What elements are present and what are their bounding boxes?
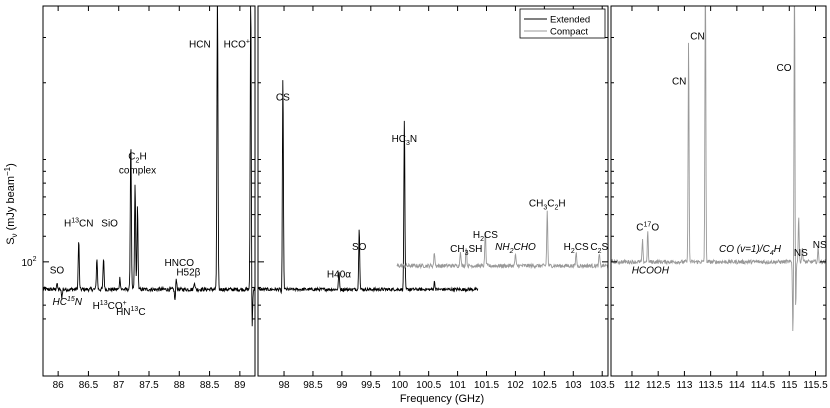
x-tick-label: 88 <box>174 380 186 391</box>
y-tick-label: 102 <box>21 256 36 269</box>
line-label: SO <box>50 266 65 277</box>
x-tick-label: 86 <box>53 380 65 391</box>
line-label: SiO <box>101 218 118 229</box>
line-label: C2S <box>590 242 608 255</box>
line-label: H13CO+ <box>93 300 127 312</box>
line-label: H52β <box>176 268 200 279</box>
line-label: HCN <box>189 39 211 50</box>
x-tick-label: 102 <box>507 380 524 391</box>
x-tick-label: 114.5 <box>751 380 776 391</box>
x-tick-label: 98 <box>278 380 290 391</box>
line-label: SO <box>352 242 367 253</box>
panel-frame <box>42 5 256 377</box>
line-label: NS <box>794 248 808 259</box>
x-tick-label: 103 <box>565 380 582 391</box>
line-label: HN13C <box>116 306 145 318</box>
x-tick-label: 115.5 <box>803 380 828 391</box>
x-tick-label: 101.5 <box>474 380 499 391</box>
line-label: complex <box>119 165 156 176</box>
line-label: CH3C2H <box>529 199 566 212</box>
x-tick-label: 87.5 <box>139 380 159 391</box>
panel-frame <box>257 5 609 377</box>
line-label: C17O <box>636 221 659 233</box>
series-compact <box>611 6 826 332</box>
x-tick-label: 89 <box>234 380 246 391</box>
x-tick-label: 99 <box>336 380 348 391</box>
line-label: HCO+ <box>224 38 250 50</box>
line-label: H13CN <box>64 217 93 229</box>
x-tick-label: 100.5 <box>416 380 441 391</box>
line-label: H2CS <box>564 242 589 255</box>
line-label: HCOOH <box>632 266 670 277</box>
line-label: CN <box>672 77 686 88</box>
legend-label: Extended <box>550 15 590 26</box>
line-label: CH3SH <box>450 244 482 257</box>
line-label: NH2CHO <box>495 242 536 255</box>
line-label: CO <box>777 63 792 74</box>
line-label: H2CS <box>473 230 498 243</box>
x-tick-label: 113 <box>676 380 692 391</box>
line-label: C2H <box>128 152 146 165</box>
x-tick-label: 102.5 <box>532 380 557 391</box>
x-tick-label: 114 <box>729 380 745 391</box>
x-tick-label: 99.5 <box>361 380 381 391</box>
x-tick-label: 112.5 <box>646 380 671 391</box>
y-axis-label: Sν (mJy beam−1) <box>3 163 19 245</box>
x-tick-label: 112 <box>624 380 640 391</box>
x-tick-label: 88.5 <box>200 380 220 391</box>
x-tick-label: 86.5 <box>79 380 99 391</box>
line-label: NS <box>813 240 827 251</box>
legend-box <box>519 8 606 39</box>
line-label: CO (v=1)/C4H <box>719 244 782 257</box>
x-tick-label: 103.5 <box>590 380 615 391</box>
line-label: HC3N <box>392 134 418 147</box>
panel-middle: 98 98.5 99 99.5 100 100.5 101 101.5 102 102.5 103 1… <box>257 5 615 391</box>
series-extended <box>258 80 479 295</box>
x-tick-label: 98.5 <box>303 380 323 391</box>
panel-left: 86 86.5 87 87.5 88 88.5 89 SO H13CN SiO C2Hcomplex… <box>42 5 256 391</box>
line-label: CS <box>276 92 290 103</box>
x-tick-label: 115 <box>781 380 797 391</box>
line-label: CN <box>690 31 704 42</box>
line-label: HNCO <box>165 258 195 269</box>
x-axis-label: Frequency (GHz) <box>400 393 484 405</box>
line-label: HC15N <box>52 296 82 308</box>
legend-label: Compact <box>550 27 588 38</box>
x-tick-label: 100 <box>391 380 408 391</box>
x-tick-label: 113.5 <box>698 380 723 391</box>
panel-right: 112 112.5 113 113.5 114 114.5 115 115.5 C17O HCOO… <box>610 5 828 391</box>
chart-panels: 86 86.5 87 87.5 88 88.5 89 SO H13CN SiO C2Hcomplex… <box>21 5 828 391</box>
series-extended <box>43 6 255 327</box>
x-tick-label: 101 <box>449 380 466 391</box>
line-label: H40α <box>327 270 351 281</box>
panel-frame <box>610 5 827 377</box>
series-compact <box>396 210 608 270</box>
x-tick-label: 87 <box>113 380 125 391</box>
